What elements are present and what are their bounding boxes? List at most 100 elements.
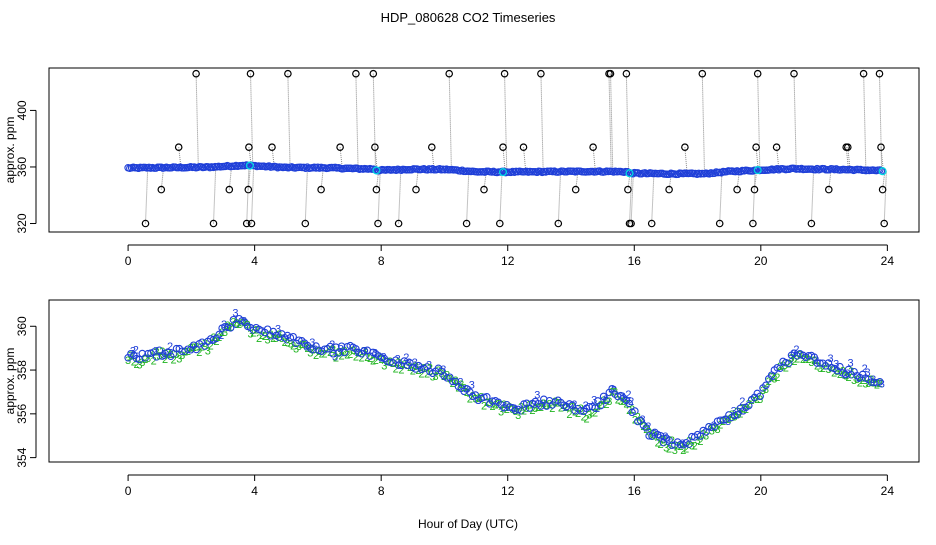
bottom-blue-point (756, 392, 764, 401)
top-outlier-point (772, 143, 781, 152)
bottom-green-point: 2 (800, 354, 806, 366)
top-baseline-point (533, 168, 541, 177)
bottom-green-point: 2 (353, 351, 359, 363)
bottom-x-tick-label: 8 (378, 484, 385, 498)
bottom-green-point: 3 (498, 406, 504, 418)
bottom-green-point: 2 (780, 360, 786, 372)
top-y-tick-label: 400 (15, 100, 29, 120)
bottom-green-point: 2 (330, 344, 336, 356)
bottom-green-point: 3 (512, 406, 518, 418)
bottom-blue-number: 2 (842, 370, 848, 382)
bottom-blue-number: 2 (793, 344, 799, 356)
bottom-green-point: 3 (336, 347, 342, 359)
bottom-green-point: 2 (549, 403, 555, 415)
bottom-blue-point (836, 362, 844, 371)
bottom-blue-number: 3 (372, 348, 378, 360)
top-outlier-point (715, 219, 724, 228)
bottom-blue-point (730, 411, 739, 420)
bottom-green-point: 2 (521, 405, 527, 417)
figure-title: HDP_080628 CO2 Timeseries (381, 10, 556, 25)
top-outlier-point (859, 69, 868, 78)
bottom-green-point: 3 (452, 375, 458, 387)
top-outlier-connector (246, 165, 250, 224)
top-outlier-point (209, 219, 218, 228)
bottom-blue-point (505, 403, 514, 411)
bottom-blue-number: 3 (380, 351, 386, 363)
bottom-y-tick-label: 354 (15, 447, 29, 467)
bottom-blue-point (870, 378, 878, 387)
top-outlier-point (371, 143, 379, 152)
top-outlier-connector (757, 73, 761, 171)
bottom-blue-number: 3 (332, 352, 338, 364)
bottom-blue-number: 3 (833, 359, 839, 371)
bottom-green-point: 2 (655, 437, 661, 449)
bottom-blue-number: 3 (827, 353, 833, 365)
bottom-blue-point (876, 377, 884, 386)
bottom-blue-number: 3 (640, 414, 646, 426)
bottom-blue-number: 3 (731, 406, 737, 418)
top-outlier-point (752, 143, 760, 152)
bottom-green-point: 2 (151, 356, 157, 368)
bottom-green-point: 2 (615, 394, 621, 406)
bottom-blue-point (716, 416, 725, 424)
bottom-green-point: 3 (222, 327, 228, 339)
bottom-blue-number: 2 (167, 341, 173, 353)
top-highlight-point (245, 161, 254, 170)
bottom-green-point: 3 (694, 435, 700, 447)
top-outlier-point (301, 219, 310, 228)
bottom-green-point: 2 (242, 317, 248, 329)
bottom-green-point: 2 (504, 404, 510, 416)
top-outlier-point (372, 185, 381, 194)
bottom-green-point: 3 (612, 387, 618, 399)
bottom-green-point: 2 (256, 333, 262, 345)
top-outlier-connector (250, 73, 254, 166)
top-baseline-point (392, 166, 400, 174)
top-outlier-point (647, 219, 656, 228)
bottom-blue-number: 3 (210, 335, 216, 347)
bottom-green-point: 3 (247, 329, 253, 341)
bottom-green-point: 3 (825, 364, 831, 376)
top-outlier-point (352, 69, 360, 78)
bottom-green-point: 2 (564, 402, 570, 414)
bottom-green-point: 2 (162, 354, 168, 366)
top-outlier-connector (629, 173, 633, 224)
top-outlier-point (750, 185, 759, 194)
bottom-blue-point (782, 358, 790, 367)
top-x-tick-label: 8 (378, 254, 385, 268)
bottom-blue-point (668, 441, 676, 449)
bottom-green-point: 2 (666, 443, 672, 455)
bottom-blue-point (810, 353, 819, 361)
top-outlier-connector (339, 147, 343, 169)
top-outlier-connector (651, 173, 655, 224)
bottom-blue-number: 3 (304, 341, 310, 353)
bottom-blue-point (773, 363, 782, 372)
bottom-green-point: 2 (737, 409, 743, 421)
bottom-blue-number: 3 (531, 399, 537, 411)
bottom-green-point: 3 (430, 372, 436, 384)
bottom-blue-point (631, 407, 639, 415)
top-outlier-point (627, 219, 635, 228)
bottom-green-point: 2 (262, 331, 268, 343)
top-outlier-connector (630, 173, 634, 224)
top-outlier-point (622, 69, 631, 78)
bottom-green-point: 2 (558, 403, 564, 415)
bottom-blue-number: 3 (412, 357, 418, 369)
top-outlier-connector (374, 147, 378, 169)
top-outlier-point (554, 219, 563, 228)
top-outlier-point (878, 185, 887, 194)
top-outlier-connector (415, 169, 419, 190)
top-outlier-connector (448, 73, 452, 170)
top-outlier-connector (377, 170, 381, 224)
bottom-blue-point (152, 353, 161, 361)
bottom-green-point: 2 (754, 394, 760, 406)
bottom-blue-point (329, 350, 337, 358)
top-baseline-point (705, 170, 714, 178)
bottom-blue-number: 3 (679, 438, 685, 450)
top-outlier-connector (684, 147, 688, 174)
bottom-green-point: 3 (618, 396, 624, 408)
bottom-green-point: 3 (726, 414, 732, 426)
top-y-tick-label: 360 (15, 157, 29, 177)
top-baseline-point (458, 166, 466, 175)
bottom-blue-number: 3 (608, 384, 614, 396)
